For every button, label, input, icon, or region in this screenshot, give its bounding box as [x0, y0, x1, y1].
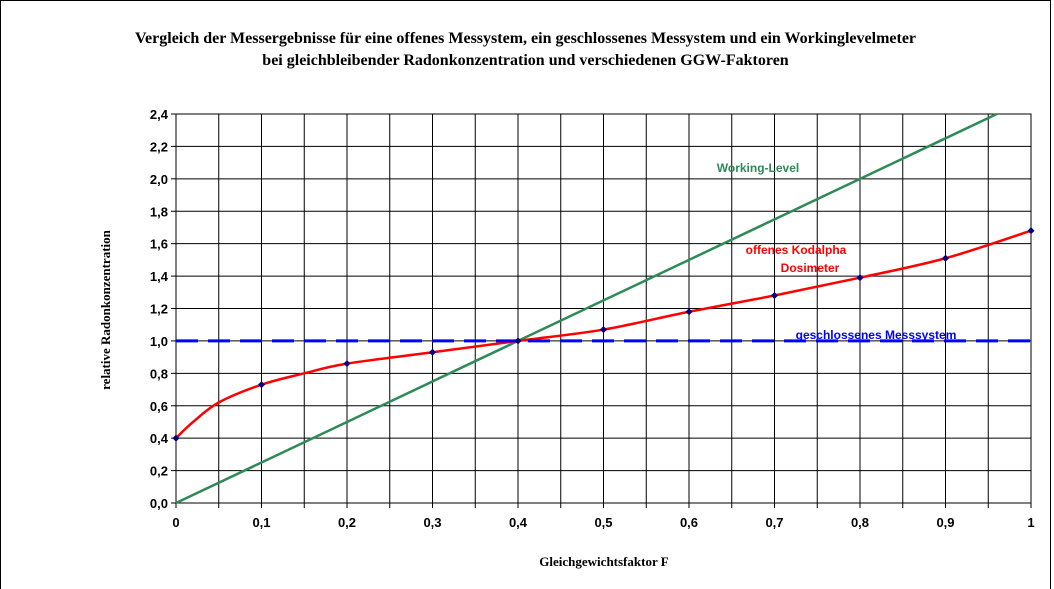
data-point-marker	[856, 274, 864, 282]
x-tick-label: 1	[1027, 515, 1034, 530]
annotation-kodalpha-line-1: offenes Kodalpha	[746, 243, 847, 257]
x-tick-label: 0,4	[509, 515, 528, 530]
y-tick-label: 1,4	[150, 269, 169, 284]
data-point-marker	[514, 337, 522, 345]
chart-title-line-1: Vergleich der Messergebnisse für eine of…	[134, 30, 917, 47]
y-axis-label: relative Radonkonzentration	[98, 229, 113, 389]
data-point-marker	[172, 434, 180, 442]
y-tick-label: 2,2	[150, 139, 168, 154]
x-tick-label: 0,7	[765, 515, 783, 530]
x-tick-label: 0,3	[423, 515, 441, 530]
data-point-marker	[428, 348, 437, 356]
annotation-geschlossen: geschlossenes Messsystem	[796, 328, 957, 342]
data-point-marker	[941, 254, 950, 262]
markers-group	[172, 227, 1035, 442]
y-tick-label: 2,0	[150, 172, 168, 187]
x-tick-label: 0,1	[252, 515, 270, 530]
annotation-working-level: Working-Level	[717, 161, 799, 175]
y-tick-label: 1,2	[150, 302, 168, 317]
y-tick-label: 1,6	[150, 237, 168, 252]
x-tick-label: 0,9	[936, 515, 954, 530]
y-tick-label: 2,4	[150, 107, 169, 122]
data-point-marker	[343, 360, 351, 368]
x-axis-label: Gleichgewichtsfaktor F	[539, 554, 668, 569]
data-point-marker	[685, 308, 693, 316]
x-tick-label: 0,8	[851, 515, 869, 530]
x-tick-label: 0,6	[680, 515, 698, 530]
y-tick-label: 0,6	[150, 399, 168, 414]
data-point-marker	[599, 326, 608, 334]
data-point-marker	[770, 291, 779, 300]
y-tick-label: 0,0	[150, 496, 168, 511]
chart-title-line-2: bei gleichbleibender Radonkonzentration …	[262, 52, 789, 69]
x-tick-label: 0,5	[594, 515, 612, 530]
x-tick-label: 0,2	[338, 515, 356, 530]
y-tick-label: 0,8	[150, 366, 168, 381]
data-point-marker	[257, 381, 266, 389]
tick-labels: 0 0,1 0,2 0,3 0,4 0,5 0,6 0,7 0,8 0,9 1 0,0 0,2 0,4 0,…	[150, 107, 1035, 530]
y-tick-label: 0,4	[150, 431, 169, 446]
y-tick-label: 0,2	[150, 464, 168, 479]
y-tick-label: 1,8	[150, 204, 168, 219]
series-working-level	[175, 112, 998, 505]
x-tick-label: 0	[172, 515, 179, 530]
annotation-kodalpha-line-2: Dosimeter	[781, 261, 840, 275]
chart-title: Vergleich der Messergebnisse für eine of…	[0, 28, 1051, 72]
grid	[171, 113, 1032, 508]
y-tick-label: 1,0	[150, 334, 168, 349]
